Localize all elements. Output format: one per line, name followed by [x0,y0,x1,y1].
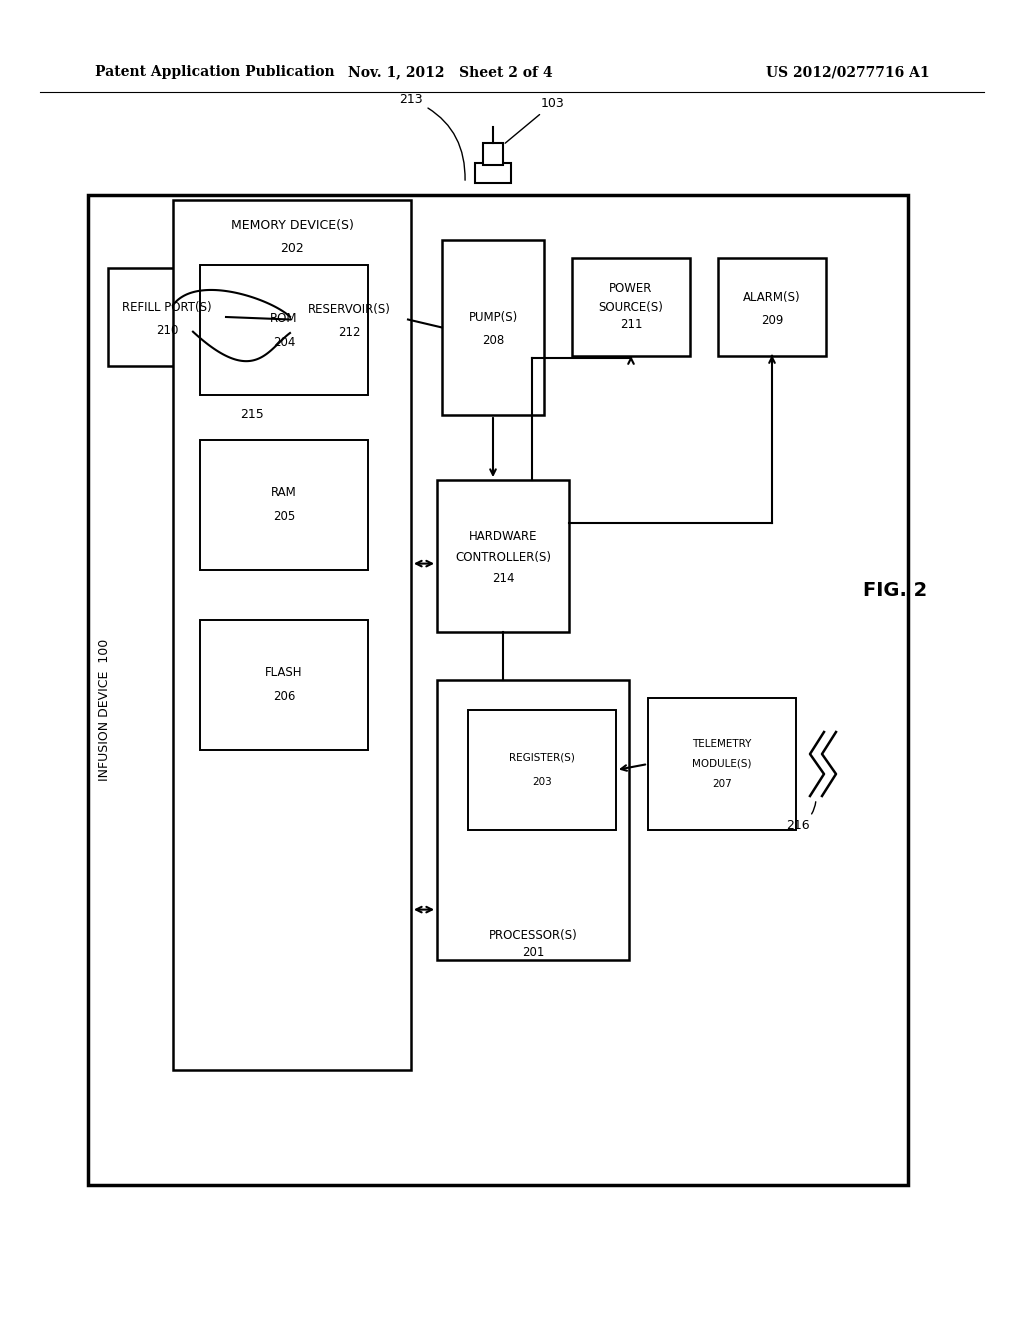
Text: 216: 216 [786,801,816,832]
Text: US 2012/0277716 A1: US 2012/0277716 A1 [766,65,930,79]
Text: POWER: POWER [609,282,652,296]
Text: 208: 208 [482,334,504,347]
Text: CONTROLLER(S): CONTROLLER(S) [455,550,551,564]
Text: FLASH: FLASH [265,667,303,680]
Text: 211: 211 [620,318,642,331]
Text: SOURCE(S): SOURCE(S) [599,301,664,314]
Bar [648,698,796,830]
Text: FIG. 2: FIG. 2 [863,581,927,599]
Bar [468,710,616,830]
Text: Patent Application Publication: Patent Application Publication [95,65,335,79]
Bar [290,252,408,387]
Text: 214: 214 [492,572,514,585]
Text: Nov. 1, 2012   Sheet 2 of 4: Nov. 1, 2012 Sheet 2 of 4 [348,65,552,79]
Text: 205: 205 [272,511,295,524]
Text: REGISTER(S): REGISTER(S) [509,752,574,763]
Text: 206: 206 [272,690,295,704]
Text: 215: 215 [240,408,264,421]
Bar [173,201,411,1071]
Bar [718,257,826,356]
Text: PROCESSOR(S): PROCESSOR(S) [488,928,578,941]
Text: 212: 212 [338,326,360,339]
Bar [88,195,908,1185]
Text: MODULE(S): MODULE(S) [692,759,752,770]
Text: 209: 209 [761,314,783,326]
Bar [200,620,368,750]
Bar [200,265,368,395]
Bar [475,162,511,183]
Bar [200,440,368,570]
Text: RAM: RAM [271,487,297,499]
Bar [483,143,503,165]
Text: RESERVOIR(S): RESERVOIR(S) [307,304,390,315]
Text: PUMP(S): PUMP(S) [468,312,517,323]
Text: 207: 207 [712,779,732,789]
Bar [437,680,629,960]
Text: 202: 202 [281,242,304,255]
Text: REFILL PORT(S): REFILL PORT(S) [122,301,212,314]
Text: 103: 103 [505,96,565,144]
Text: 203: 203 [532,777,552,787]
Text: 201: 201 [522,945,544,958]
Text: 210: 210 [156,323,178,337]
Bar [442,240,544,414]
Text: TELEMETRY: TELEMETRY [692,739,752,748]
Text: 213: 213 [399,92,465,181]
Bar [572,257,690,356]
Text: ALARM(S): ALARM(S) [743,290,801,304]
Bar [437,480,569,632]
Text: ROM: ROM [270,312,298,325]
Text: MEMORY DEVICE(S): MEMORY DEVICE(S) [230,219,353,232]
Text: HARDWARE: HARDWARE [469,529,538,543]
Bar [108,268,226,366]
Text: 204: 204 [272,335,295,348]
Text: INFUSION DEVICE  100: INFUSION DEVICE 100 [97,639,111,781]
